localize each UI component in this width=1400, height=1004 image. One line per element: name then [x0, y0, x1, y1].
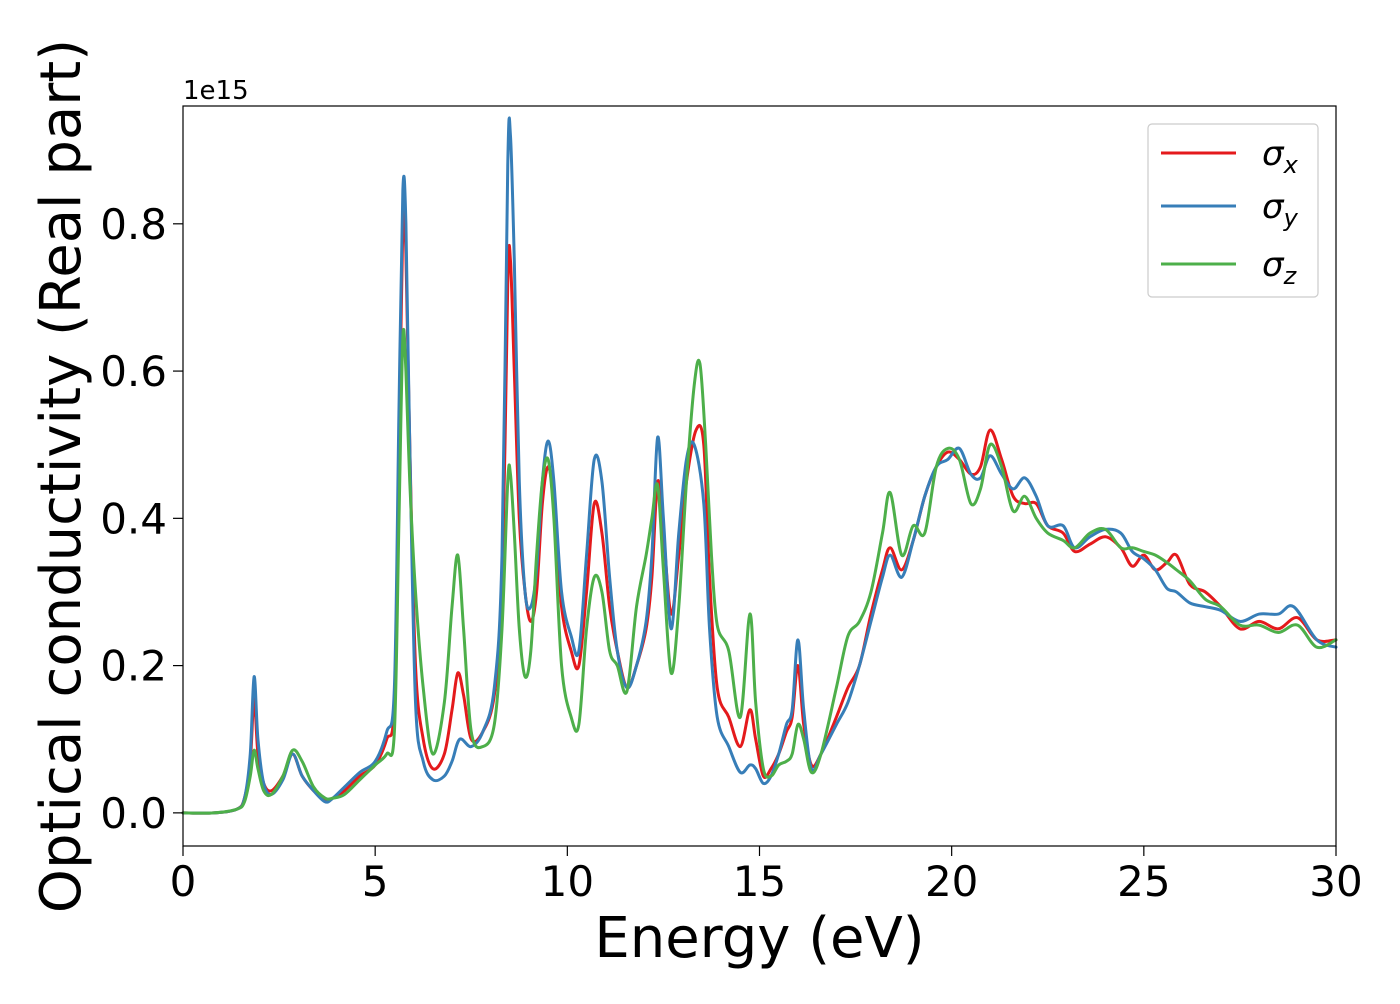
legend-label-z: σz	[1262, 245, 1298, 290]
x-axis-ticks: 0 5 10 15 20 25 30	[170, 846, 1363, 906]
legend-label-subscript: x	[1283, 151, 1299, 179]
legend-label-x: σx	[1262, 134, 1299, 179]
legend-label-subscript: z	[1283, 262, 1298, 290]
x-tick-label: 25	[1117, 857, 1170, 906]
series-line-y	[181, 116, 1338, 815]
y-tick-label: 0.8	[100, 200, 167, 249]
x-tick-label: 10	[541, 857, 594, 906]
x-tick-label: 15	[733, 857, 786, 906]
y-tick-label: 0.6	[100, 347, 167, 396]
series-layer	[181, 116, 1338, 815]
legend-label-y: σy	[1262, 187, 1299, 232]
y-axis-label: Optical conductivity (Real part)	[29, 39, 94, 913]
y-tick-label: 0.0	[100, 789, 167, 838]
x-tick-label: 0	[170, 857, 197, 906]
y-tick-label: 0.4	[100, 494, 167, 543]
plot-background	[183, 106, 1336, 846]
x-tick-label: 20	[925, 857, 978, 906]
legend-label-symbol: σ	[1262, 187, 1285, 227]
legend-label-subscript: y	[1283, 204, 1299, 232]
x-tick-label: 5	[362, 857, 389, 906]
x-axis-label: Energy (eV)	[594, 906, 924, 971]
y-axis-offset-label: 1e15	[183, 76, 249, 106]
x-tick-label: 30	[1309, 857, 1362, 906]
legend-box	[1147, 123, 1319, 298]
y-axis-ticks: 0.0 0.2 0.4 0.6 0.8	[100, 200, 183, 838]
series-line-z	[181, 328, 1338, 815]
legend-label-symbol: σ	[1262, 134, 1285, 174]
legend-label-symbol: σ	[1262, 245, 1285, 285]
y-tick-label: 0.2	[100, 642, 167, 691]
